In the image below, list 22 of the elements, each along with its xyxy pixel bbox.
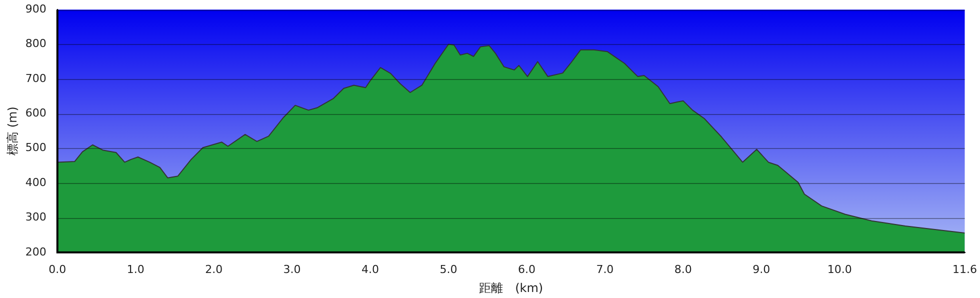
x-tick-label: 9.0 [752, 262, 770, 276]
x-tick-label: 0.0 [48, 262, 66, 276]
x-tick-label: 1.0 [126, 262, 144, 276]
y-tick-label: 900 [25, 2, 46, 16]
y-tick-label: 600 [25, 106, 46, 120]
x-tick-label: 10.0 [827, 262, 852, 276]
y-tick-label: 700 [25, 72, 46, 85]
x-tick-label: 4.0 [362, 262, 380, 276]
x-tick-label: 2.0 [205, 262, 223, 276]
y-axis-title: 標高 (m) [5, 106, 20, 156]
y-tick-label: 500 [25, 141, 46, 154]
x-tick-label: 6.0 [518, 262, 536, 276]
x-tick-label: 8.0 [674, 262, 692, 276]
y-tick-label: 300 [25, 210, 46, 224]
x-tick-label: 11.6 [952, 262, 978, 276]
x-tick-label: 5.0 [440, 262, 458, 276]
x-axis-title: 距離 (km) [479, 280, 544, 295]
y-tick-label: 200 [25, 245, 46, 258]
y-tick-label: 800 [25, 37, 46, 50]
x-tick-label: 7.0 [596, 262, 614, 276]
x-tick-label: 3.0 [283, 262, 301, 276]
y-tick-label: 400 [25, 176, 46, 189]
